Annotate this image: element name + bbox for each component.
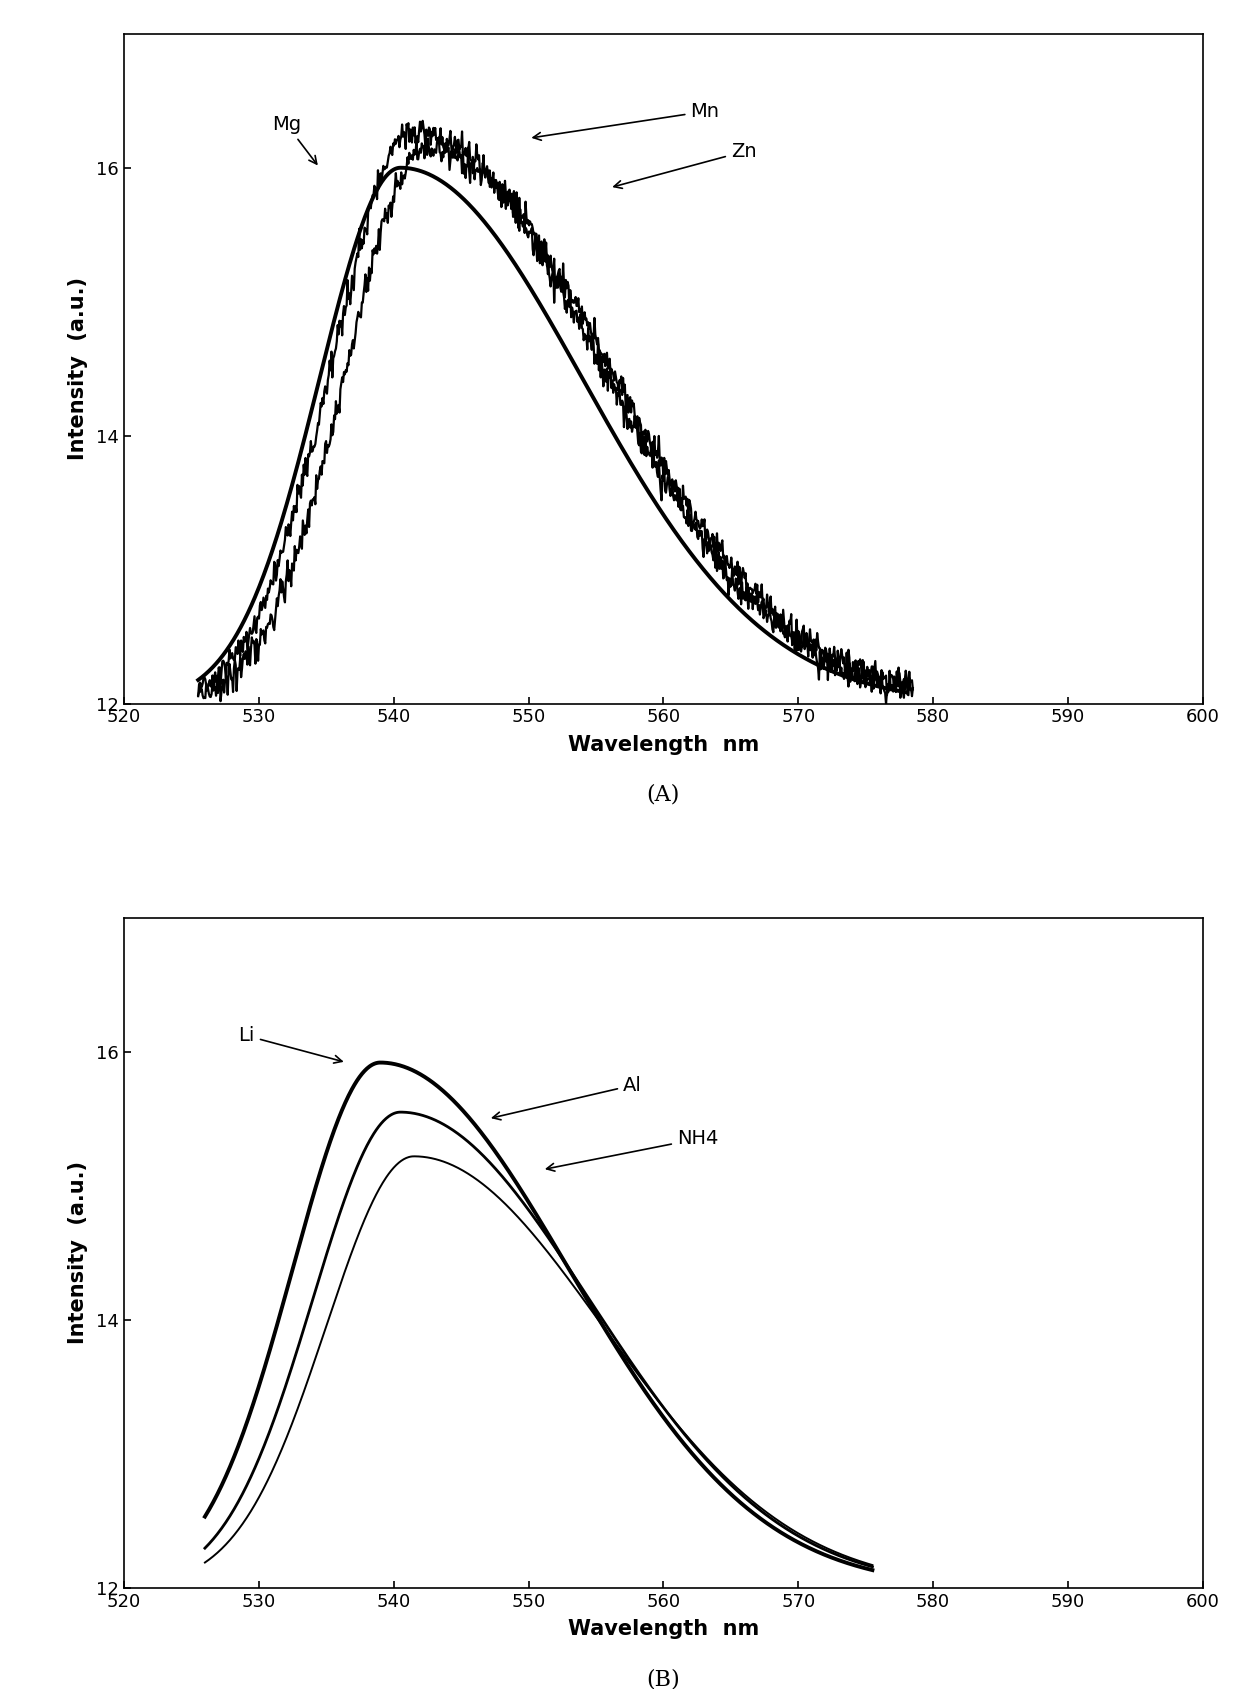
Text: NH4: NH4 (547, 1130, 718, 1170)
Text: Li: Li (238, 1027, 342, 1062)
Text: (A): (A) (647, 784, 680, 806)
Text: Zn: Zn (614, 142, 756, 189)
Text: Al: Al (492, 1076, 642, 1120)
Text: Mg: Mg (273, 115, 316, 164)
Text: Mn: Mn (533, 101, 719, 140)
Y-axis label: Intensity  (a.u.): Intensity (a.u.) (68, 1162, 88, 1344)
X-axis label: Wavelength  nm: Wavelength nm (568, 1618, 759, 1638)
Y-axis label: Intensity  (a.u.): Intensity (a.u.) (68, 277, 88, 459)
X-axis label: Wavelength  nm: Wavelength nm (568, 735, 759, 755)
Text: (B): (B) (646, 1669, 681, 1689)
